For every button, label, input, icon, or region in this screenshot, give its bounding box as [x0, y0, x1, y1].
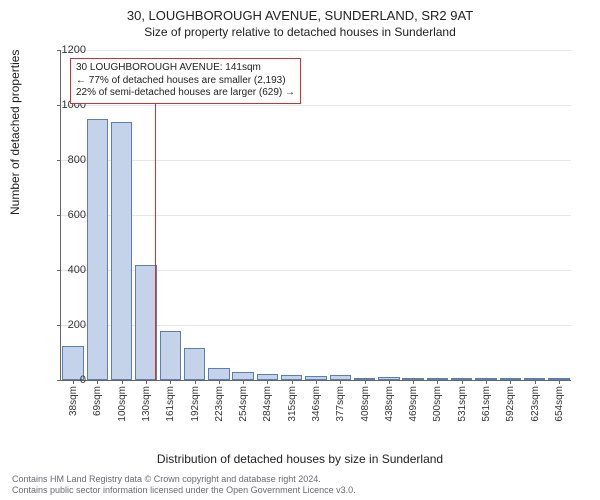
xtick-mark: [97, 380, 98, 384]
ytick-label: 800: [46, 154, 86, 166]
gridline: [61, 160, 571, 161]
xtick-mark: [510, 380, 511, 384]
xtick-mark: [413, 380, 414, 384]
y-axis-label: Number of detached properties: [8, 50, 22, 215]
xtick-label: 315sqm: [287, 386, 298, 422]
gridline: [61, 215, 571, 216]
xtick-mark: [292, 380, 293, 384]
xtick-mark: [243, 380, 244, 384]
xtick-mark: [340, 380, 341, 384]
annotation-line3: 22% of semi-detached houses are larger (…: [76, 87, 295, 100]
xtick-label: 592sqm: [505, 386, 516, 422]
gridline: [61, 105, 571, 106]
ytick-label: 200: [46, 319, 86, 331]
xtick-label: 408sqm: [360, 386, 371, 422]
xtick-label: 438sqm: [384, 386, 395, 422]
xtick-label: 346sqm: [311, 386, 322, 422]
xtick-label: 469sqm: [408, 386, 419, 422]
bar: [184, 348, 205, 380]
ytick-label: 1200: [46, 44, 86, 56]
xtick-label: 623sqm: [530, 386, 541, 422]
bar: [232, 372, 253, 380]
footer-line1: Contains HM Land Registry data © Crown c…: [12, 474, 356, 485]
xtick-mark: [267, 380, 268, 384]
xtick-mark: [146, 380, 147, 384]
xtick-mark: [219, 380, 220, 384]
gridline: [61, 50, 571, 51]
marker-line: [155, 90, 156, 380]
ytick-label: 0: [46, 374, 86, 386]
xtick-label: 654sqm: [554, 386, 565, 422]
chart-title: 30, LOUGHBOROUGH AVENUE, SUNDERLAND, SR2…: [0, 0, 600, 23]
bar: [87, 119, 108, 380]
xtick-mark: [170, 380, 171, 384]
bar: [160, 331, 181, 381]
annotation-line2: ← 77% of detached houses are smaller (2,…: [76, 75, 295, 88]
ytick-label: 400: [46, 264, 86, 276]
chart-subtitle: Size of property relative to detached ho…: [0, 23, 600, 39]
xtick-mark: [195, 380, 196, 384]
xtick-mark: [122, 380, 123, 384]
xtick-mark: [535, 380, 536, 384]
annotation-box: 30 LOUGHBOROUGH AVENUE: 141sqm← 77% of d…: [70, 58, 301, 104]
xtick-label: 38sqm: [68, 386, 79, 416]
xtick-label: 531sqm: [457, 386, 468, 422]
xtick-mark: [486, 380, 487, 384]
bar: [135, 265, 156, 381]
xtick-label: 192sqm: [190, 386, 201, 422]
xtick-mark: [559, 380, 560, 384]
chart-area: [60, 50, 570, 410]
xtick-label: 254sqm: [238, 386, 249, 422]
xtick-label: 223sqm: [214, 386, 225, 422]
xtick-label: 284sqm: [262, 386, 273, 422]
xtick-label: 161sqm: [165, 386, 176, 422]
xtick-mark: [389, 380, 390, 384]
xtick-mark: [462, 380, 463, 384]
bar: [208, 368, 229, 380]
xtick-label: 561sqm: [481, 386, 492, 422]
annotation-line1: 30 LOUGHBOROUGH AVENUE: 141sqm: [76, 62, 295, 75]
xtick-mark: [316, 380, 317, 384]
xtick-label: 69sqm: [92, 386, 103, 416]
x-axis-label: Distribution of detached houses by size …: [0, 452, 600, 466]
xtick-label: 130sqm: [141, 386, 152, 422]
footer-line2: Contains public sector information licen…: [12, 485, 356, 496]
xtick-label: 100sqm: [117, 386, 128, 422]
xtick-mark: [365, 380, 366, 384]
bar: [111, 122, 132, 381]
xtick-mark: [437, 380, 438, 384]
ytick-label: 600: [46, 209, 86, 221]
footer-attribution: Contains HM Land Registry data © Crown c…: [12, 474, 356, 497]
xtick-label: 500sqm: [432, 386, 443, 422]
xtick-label: 377sqm: [335, 386, 346, 422]
